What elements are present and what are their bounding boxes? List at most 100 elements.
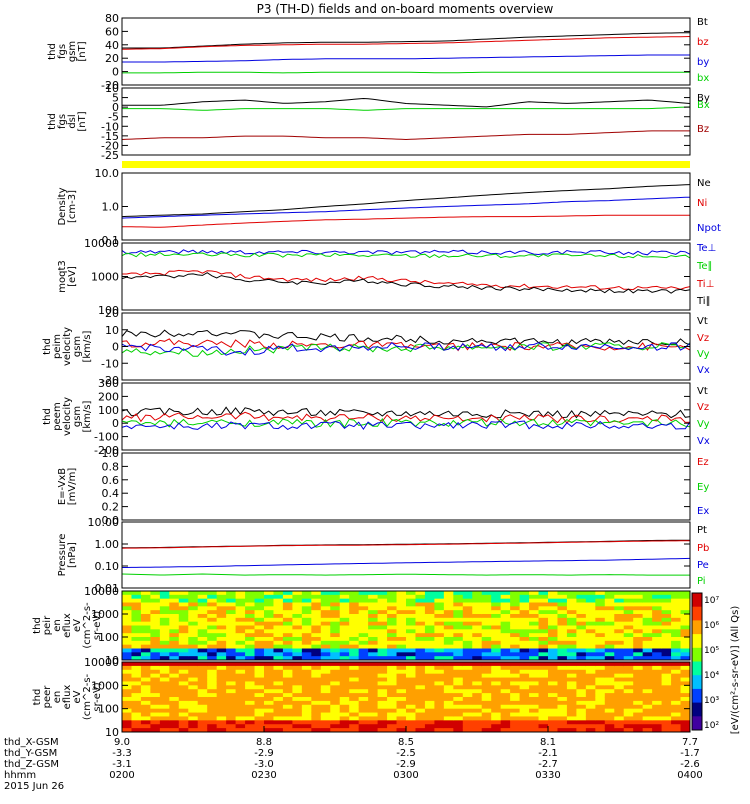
spectrogram-cell <box>566 685 577 690</box>
spectrogram-cell <box>424 591 435 596</box>
spectrogram-cell <box>595 614 606 619</box>
spectrogram-cell <box>131 656 142 661</box>
spectrogram-cell <box>538 644 549 649</box>
spectrogram-cell <box>377 669 388 675</box>
spectrogram-cell <box>529 637 540 642</box>
y-axis-label: gsm <box>72 336 83 357</box>
spectrogram-cell <box>235 669 246 675</box>
spectrogram-cell <box>349 598 360 603</box>
spectrogram-cell <box>368 685 379 690</box>
spectrogram-cell <box>320 724 331 729</box>
spectrogram-cell <box>282 693 293 698</box>
spectrogram-cell <box>264 598 274 603</box>
spectrogram-cell <box>301 633 312 638</box>
spectrogram-cell <box>339 594 350 600</box>
spectrogram-cell <box>529 594 540 600</box>
spectrogram-cell <box>330 598 341 603</box>
spectrogram-cell <box>216 665 227 671</box>
spectrogram-cell <box>207 677 218 682</box>
spectrogram-cell <box>178 693 189 698</box>
spectrogram-cell <box>330 712 341 717</box>
spectrogram-cell <box>301 681 312 686</box>
spectrogram-cell <box>245 720 256 725</box>
spectrogram-cell <box>642 633 653 638</box>
spectrogram-cell <box>500 621 511 626</box>
spectrogram-cell <box>443 724 454 729</box>
spectrogram-cell <box>519 640 530 646</box>
spectrogram-cell <box>443 610 454 615</box>
y-axis-label: peem <box>52 402 63 430</box>
spectrogram-cell <box>434 662 445 667</box>
spectrogram-cell <box>415 656 426 661</box>
spectrogram-cell <box>301 640 312 646</box>
spectrogram-cell <box>661 648 672 653</box>
spectrogram-cell <box>406 610 416 615</box>
spectrogram-cell <box>604 665 615 671</box>
spectrogram-cell <box>529 728 540 733</box>
spectrogram-cell <box>604 625 615 630</box>
spectrogram-cell <box>368 693 379 698</box>
spectrogram-cell <box>434 681 445 686</box>
spectrogram-cell <box>264 673 274 679</box>
spectrogram-cell <box>424 656 435 661</box>
spectrogram-cell <box>406 693 416 698</box>
spectrogram-cell <box>150 673 161 679</box>
spectrogram-cell <box>396 689 407 694</box>
spectrogram-cell <box>453 656 464 661</box>
spectrogram-cell <box>178 614 189 619</box>
spectrogram-cell <box>585 708 596 714</box>
spectrogram-cell <box>169 720 180 725</box>
spectrogram-cell <box>642 621 653 626</box>
spectrogram-cell <box>301 625 312 630</box>
spectrogram-cell <box>557 681 568 686</box>
y-tick-label: 100 <box>98 631 119 644</box>
spectrogram-cell <box>273 685 284 690</box>
spectrogram-cell <box>264 610 274 615</box>
spectrogram-cell <box>453 621 464 626</box>
spectrogram-cell <box>453 594 464 600</box>
spectrogram-cell <box>311 640 322 646</box>
spectrogram-cell <box>614 625 625 630</box>
spectrogram-cell <box>576 606 587 611</box>
spectrogram-cell <box>264 602 274 607</box>
colorbar-tick-label: 10⁶ <box>704 621 719 631</box>
spectrogram-cell <box>292 693 303 698</box>
spectrogram-cell <box>557 728 568 733</box>
spectrogram-cell <box>491 677 502 682</box>
spectrogram-cell <box>529 685 540 690</box>
spectrogram-cell <box>406 598 416 603</box>
spectrogram-cell <box>415 610 426 615</box>
spectrogram-cell <box>292 591 303 596</box>
spectrogram-cell <box>406 728 416 733</box>
spectrogram-cell <box>396 728 407 733</box>
colorbar-segment <box>692 634 702 649</box>
spectrogram-cell <box>282 594 293 600</box>
spectrogram-cell <box>349 728 360 733</box>
y-tick-label: 0.2 <box>102 501 120 514</box>
spectrogram-cell <box>122 591 132 596</box>
spectrogram-cell <box>500 704 511 710</box>
spectrogram-cell <box>642 610 653 615</box>
spectrogram-cell <box>320 629 331 634</box>
spectrogram-cell <box>491 606 502 611</box>
spectrogram-cell <box>377 681 388 686</box>
spectrogram-cell <box>415 662 426 667</box>
spectrogram-cell <box>273 700 284 706</box>
spectrogram-cell <box>282 591 293 596</box>
spectrogram-cell <box>197 728 208 733</box>
spectrogram-cell <box>159 689 170 694</box>
spectrogram-cell <box>358 610 369 615</box>
spectrogram-cell <box>150 662 161 667</box>
spectrogram-cell <box>633 689 644 694</box>
spectrogram-cell <box>226 704 237 710</box>
spectrogram-cell <box>472 704 483 710</box>
spectrogram-cell <box>235 637 246 642</box>
spectrogram-cell <box>453 673 464 679</box>
spectrogram-cell <box>462 697 473 702</box>
spectrogram-cell <box>614 665 625 671</box>
spectrogram-cell <box>330 716 341 721</box>
spectrogram-cell <box>443 685 454 690</box>
spectrogram-cell <box>235 594 246 600</box>
spectrogram-cell <box>282 673 293 679</box>
